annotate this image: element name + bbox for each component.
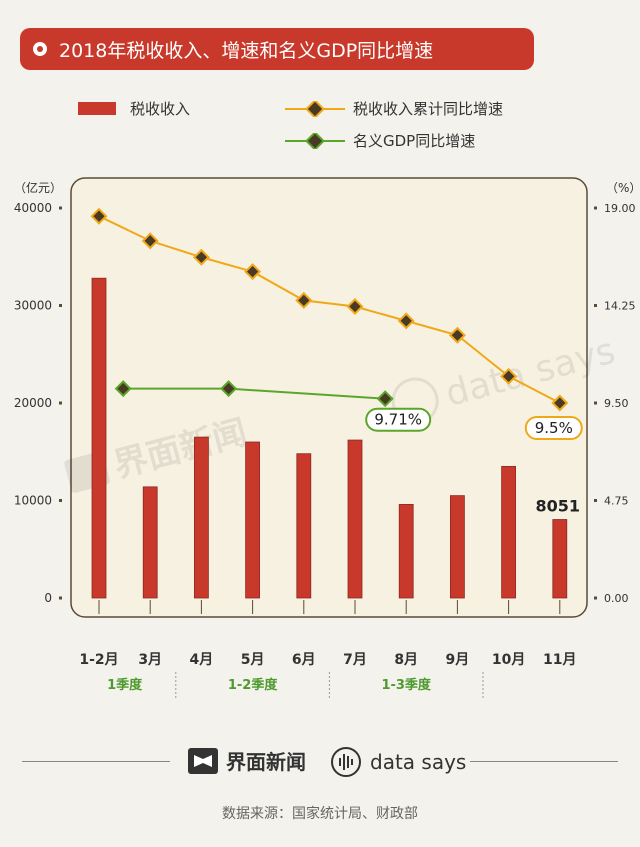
right-tick-label: 9.50 (604, 397, 629, 410)
brand-jiemian-label: 界面新闻 (226, 750, 306, 774)
tax-callout-label: 9.5% (535, 419, 573, 437)
right-tick-mark (594, 304, 597, 307)
left-tick-mark (59, 401, 62, 405)
tax-growth-point (551, 394, 569, 412)
left-tick-label: 0 (44, 591, 52, 605)
tax-growth-point (90, 207, 108, 225)
right-tick-mark (594, 596, 597, 600)
bar (449, 495, 465, 599)
left-tick-mark (59, 596, 62, 600)
bars-layer (91, 277, 568, 599)
left-tick-mark (59, 499, 62, 502)
x-tick-label: 1-2月 (79, 652, 118, 668)
x-tick-label: 11月 (543, 652, 576, 668)
chart-svg: （亿元） （%） 界面新闻 data says 0100002000030000… (14, 177, 640, 700)
brand-datasays: data says (330, 746, 466, 778)
right-tick-mark (594, 206, 597, 210)
left-axis-unit: （亿元） (14, 180, 62, 195)
tax-growth-point (346, 298, 364, 316)
tax-growth-point (397, 312, 415, 330)
left-tick-label: 40000 (14, 201, 52, 215)
right-tick-mark (594, 401, 597, 405)
bar (193, 436, 209, 599)
x-tick-label: 6月 (292, 652, 316, 668)
left-tick-label: 20000 (14, 396, 52, 410)
bar (398, 503, 414, 599)
footer-divider-right (470, 761, 618, 762)
legend-item-bar: 税收收入 (78, 98, 190, 119)
brand-jiemian: 界面新闻 (188, 746, 306, 775)
left-tick-label: 10000 (14, 494, 52, 508)
bar (347, 439, 363, 599)
right-tick-mark (594, 499, 597, 502)
right-tick-label: 19.00 (604, 202, 636, 215)
chart-title: 2018年税收收入、增速和名义GDP同比增速 (59, 39, 434, 62)
left-tick-mark (59, 304, 62, 307)
bar (552, 519, 568, 599)
right-tick-label: 0.00 (604, 592, 629, 605)
legend-item-tax-growth: 税收收入累计同比增速 (285, 98, 503, 119)
tax-growth-point (192, 248, 210, 266)
quarter-label: 1季度 (107, 677, 143, 693)
tax-growth-point (448, 326, 466, 344)
bar-value-label: 8051 (536, 497, 581, 516)
tax-growth-point (141, 232, 159, 250)
quarter-label: 1-2季度 (228, 677, 278, 693)
bar (91, 277, 107, 599)
gdp-callout-box (365, 407, 432, 432)
gdp-growth-point (220, 380, 238, 398)
gdp-growth-point (114, 380, 132, 398)
gdp-growth-point (376, 390, 394, 408)
lines-layer (90, 207, 569, 412)
legend-bar-swatch (78, 102, 116, 115)
gdp-callout-label: 9.71% (374, 411, 422, 429)
quarter-label: 1-3季度 (381, 677, 431, 693)
title-bar: 2018年税收收入、增速和名义GDP同比增速 (20, 28, 534, 70)
labels-layer: 9.71% 9.5% 8051 (365, 407, 583, 516)
legend-gdp-label: 名义GDP同比增速 (353, 132, 476, 150)
x-tick-label: 10月 (492, 652, 525, 668)
legend-bar-label: 税收收入 (130, 100, 191, 118)
bar (296, 453, 312, 599)
jiemian-logo-icon (188, 747, 218, 774)
tax-growth-point (295, 291, 313, 309)
left-tick-mark (59, 206, 62, 210)
datasays-logo-icon (331, 747, 361, 777)
x-tick-label: 5月 (241, 652, 265, 668)
x-tick-label: 4月 (190, 652, 214, 668)
x-tick-label: 7月 (343, 652, 367, 668)
bar (245, 441, 261, 599)
right-tick-label: 4.75 (604, 495, 629, 508)
title-bullet-icon (33, 42, 47, 56)
footer-brand-row: 界面新闻 data says (0, 736, 640, 786)
data-source: 数据来源：国家统计局、财政部 (222, 806, 418, 822)
bar (142, 486, 158, 599)
legend-gdp-line-icon (285, 132, 345, 149)
brand-datasays-label: data says (370, 750, 467, 774)
footer-divider-left (22, 761, 170, 762)
x-tick-label: 8月 (394, 652, 418, 668)
tax-growth-point (244, 263, 262, 281)
tax-growth-point (500, 367, 518, 385)
tax-callout-box (524, 416, 583, 440)
right-axis-unit: （%） (606, 181, 640, 195)
x-tick-label: 9月 (446, 652, 470, 668)
axes-layer: 0 10000 20000 30000 40000 0.00 4.75 9.50 14.25 19… (14, 201, 636, 700)
left-tick-label: 30000 (14, 299, 52, 313)
legend-item-gdp-growth: 名义GDP同比增速 (285, 130, 475, 151)
right-tick-label: 14.25 (604, 300, 636, 313)
legend-tax-line-icon (285, 100, 345, 117)
x-tick-label: 3月 (138, 652, 162, 668)
bar (501, 465, 517, 599)
tax-growth-line (98, 215, 561, 404)
legend-tax-label: 税收收入累计同比增速 (353, 100, 504, 118)
